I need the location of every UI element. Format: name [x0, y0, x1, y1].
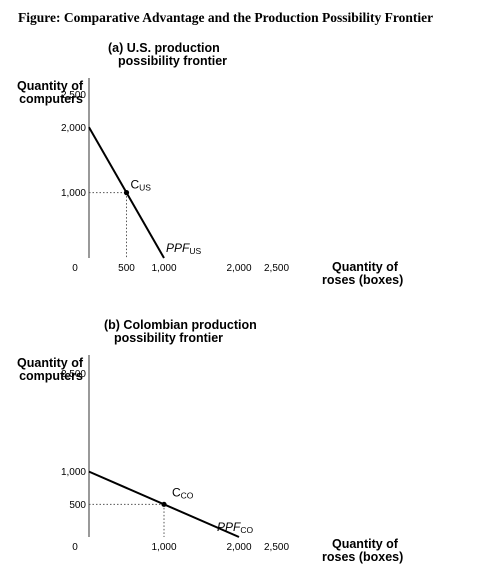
x-axis-label-line: Quantity of: [332, 260, 399, 274]
panel-title-line: (b) Colombian production: [104, 318, 257, 332]
x-axis-label-line: roses (boxes): [322, 273, 403, 287]
y-tick-label: 1,000: [61, 467, 86, 478]
y-tick-label: 500: [69, 500, 86, 511]
ppf-label: PPFCO: [217, 520, 253, 535]
origin-label: 0: [72, 542, 78, 553]
y-axis-label-line: Quantity of: [17, 356, 84, 370]
figure-title: Figure: Comparative Advantage and the Pr…: [18, 10, 434, 25]
production-point: [161, 501, 167, 507]
production-point: [123, 190, 130, 196]
y-tick-label: 2,000: [61, 123, 86, 134]
production-point-label: CUS: [131, 178, 152, 193]
x-tick-label: 1,000: [151, 263, 176, 274]
y-tick-label: 2,500: [61, 90, 86, 101]
x-tick-label: 2,500: [264, 542, 289, 553]
y-axis-label-line: Quantity of: [17, 79, 84, 93]
x-tick-label: 2,500: [264, 263, 289, 274]
x-tick-label: 2,000: [226, 263, 251, 274]
y-axis-label-line: computers: [19, 92, 83, 106]
panel-title-line: possibility frontier: [118, 54, 227, 68]
y-axis-label-line: computers: [19, 369, 83, 383]
y-tick-label: 1,000: [61, 188, 86, 199]
x-tick-label: 500: [118, 263, 135, 274]
panel-title-line: (a) U.S. production: [108, 41, 220, 55]
x-tick-label: 2,000: [226, 542, 251, 553]
x-tick-label: 1,000: [151, 542, 176, 553]
origin-label: 0: [72, 263, 78, 274]
x-axis-label-line: Quantity of: [332, 537, 399, 551]
y-tick-label: 2,500: [61, 369, 86, 380]
x-axis-label-line: roses (boxes): [322, 550, 403, 564]
panel-title-line: possibility frontier: [114, 331, 223, 345]
ppf-label: PPFUS: [166, 241, 201, 256]
production-point-label: CCO: [172, 485, 194, 500]
